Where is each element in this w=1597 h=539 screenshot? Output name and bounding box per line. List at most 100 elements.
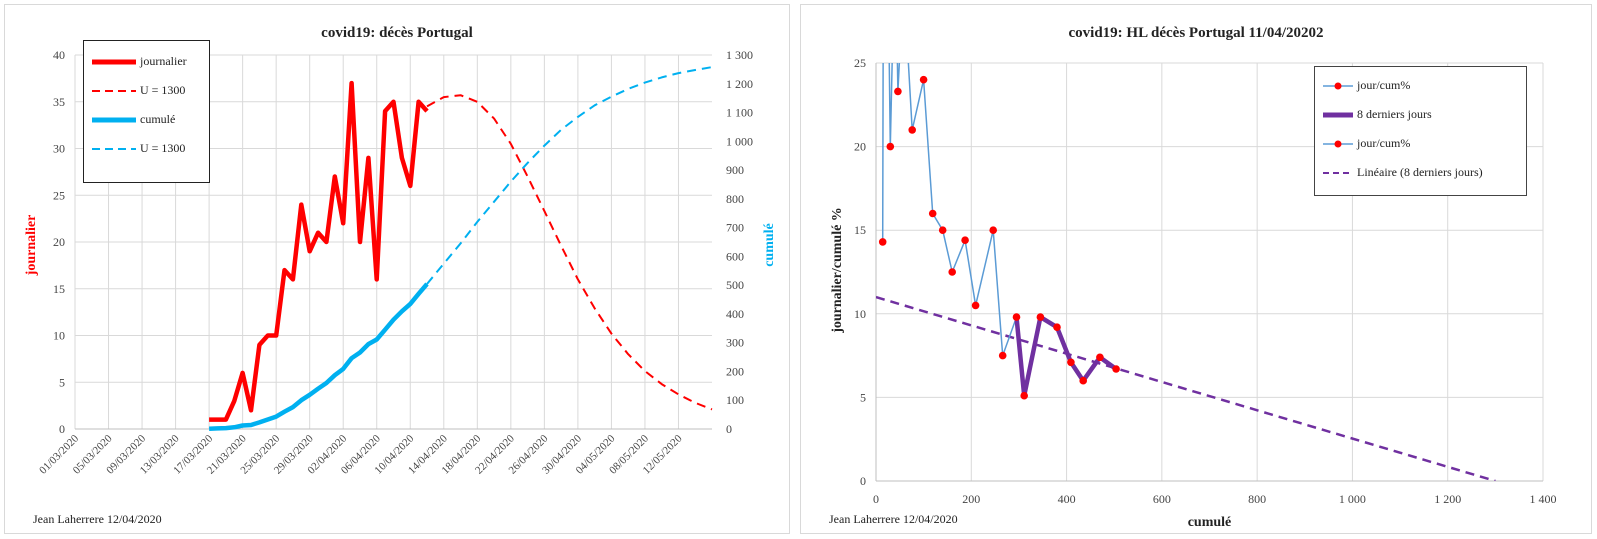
- data-point: [948, 268, 956, 276]
- y2-tick-label: 400: [726, 307, 744, 321]
- data-point: [989, 226, 997, 234]
- data-point: [961, 236, 969, 244]
- x-tick-label: 1 200: [1434, 492, 1461, 506]
- legend-swatch: [92, 147, 136, 150]
- data-point: [1020, 391, 1028, 400]
- chart-panel-daily-deaths: covid19: décès Portugal 0 5 10 15 20 25 30 35 40…: [4, 4, 790, 534]
- y2-tick-label: 300: [726, 336, 744, 350]
- y-tick-label: 25: [53, 188, 65, 202]
- chart-legend: journalier U = 1300 cumulé U = 1300: [83, 40, 210, 183]
- data-point: [908, 126, 916, 134]
- y-tick-label: 10: [854, 307, 866, 321]
- legend-item-forecast-cumule: U = 1300: [84, 134, 209, 163]
- x-tick-label: 600: [1153, 492, 1171, 506]
- x-tick-label: 0: [873, 492, 879, 506]
- legend-item-journalier: journalier: [84, 47, 209, 76]
- legend-item-cumule: cumulé: [84, 105, 209, 134]
- data-point: [1096, 353, 1104, 362]
- data-point: [1012, 313, 1021, 321]
- data-point: [1079, 376, 1087, 385]
- legend-swatch: [92, 117, 136, 122]
- series-line-2: [209, 282, 429, 431]
- y-tick-label: 5: [59, 375, 65, 389]
- chart-canvas: 0 5 10 15 20 25 0 200 400 600 800 1 000 1 200 1 400 jo…: [830, 56, 1557, 530]
- y2-tick-label: 0: [726, 422, 732, 436]
- y-tick-label: 0: [860, 474, 866, 488]
- y-tick-label: 15: [53, 282, 65, 296]
- y2-tick-label: 1 000: [726, 134, 753, 148]
- y-tick-label: 20: [53, 235, 65, 249]
- y2-tick-label: 200: [726, 364, 744, 378]
- y2-tick-label: 800: [726, 192, 744, 206]
- series-line-0: [209, 80, 429, 422]
- data-point: [971, 301, 980, 310]
- legend-item-lineaire: Linéaire (8 derniers jours): [1315, 158, 1526, 187]
- y2-tick-label: 1 100: [726, 106, 753, 120]
- y2-tick-label: 1 200: [726, 77, 753, 91]
- data-point: [1112, 365, 1120, 373]
- data-point: [919, 75, 928, 84]
- x-tick-label: 200: [962, 492, 980, 506]
- y2-tick-label: 500: [726, 278, 744, 292]
- legend-label: 8 derniers jours: [1357, 107, 1432, 121]
- y2-tick-label: 600: [726, 249, 744, 263]
- legend-item-jour-cum-2: jour/cum%: [1315, 129, 1526, 158]
- legend-label: U = 1300: [140, 83, 186, 97]
- legend-label: jour/cum%: [1357, 136, 1411, 150]
- y2-axis-title: cumulé: [762, 223, 777, 267]
- legend-label: U = 1300: [140, 141, 186, 155]
- y-tick-label: 35: [53, 95, 65, 109]
- x-tick-label: 1 000: [1339, 492, 1366, 506]
- author-credit: Jean Laherrere 12/04/2020: [829, 512, 958, 526]
- series-line-jour-cum: [881, 63, 1117, 396]
- y-tick-label: 0: [59, 422, 65, 436]
- legend-swatch: [92, 59, 136, 64]
- y-tick-label: 20: [854, 140, 866, 154]
- data-point: [928, 209, 937, 218]
- x-tick-label: 800: [1248, 492, 1266, 506]
- legend-item-8-derniers-jours: 8 derniers jours: [1315, 100, 1526, 129]
- y-tick-label: 30: [53, 142, 65, 156]
- y-tick-label: 10: [53, 329, 65, 343]
- legend-swatch: [1323, 112, 1353, 117]
- legend-item-jour-cum: jour/cum%: [1315, 71, 1526, 100]
- plot-area: [876, 63, 1496, 481]
- chart-legend: jour/cum% 8 derniers jours jour/cum% Lin…: [1314, 66, 1527, 196]
- legend-swatch: [1323, 140, 1353, 147]
- y-tick-label: 5: [860, 390, 866, 404]
- chart-title: covid19: HL décès Portugal 11/04/20202: [1068, 25, 1324, 41]
- y2-tick-label: 700: [726, 221, 744, 235]
- series-line-1: [426, 94, 713, 411]
- x-tick-label: 1 400: [1530, 492, 1557, 506]
- series-line-8-derniers-jours: [1014, 314, 1118, 398]
- y-tick-label: 15: [854, 223, 866, 237]
- trendline-lineaire: [876, 295, 1496, 481]
- series-line-3: [426, 66, 713, 285]
- y2-tick-label: 100: [726, 393, 744, 407]
- legend-label: jour/cum%: [1357, 78, 1411, 92]
- y-tick-label: 40: [53, 48, 65, 62]
- data-point: [998, 351, 1007, 360]
- legend-label: cumulé: [140, 112, 176, 126]
- legend-label: Linéaire (8 derniers jours): [1357, 165, 1483, 179]
- data-point: [1036, 313, 1045, 321]
- x-axis-title: cumulé: [1188, 515, 1232, 530]
- chart-panel-hubbert-linearization: covid19: HL décès Portugal 11/04/20202 0…: [800, 4, 1592, 534]
- legend-swatch: [1323, 82, 1353, 89]
- x-tick-label: 400: [1058, 492, 1076, 506]
- legend-swatch: [1323, 171, 1353, 174]
- legend-label: journalier: [140, 54, 187, 68]
- data-point: [878, 238, 887, 246]
- y2-tick-label: 900: [726, 163, 744, 177]
- data-point: [886, 142, 895, 151]
- y-tick-label: 25: [854, 56, 866, 70]
- chart-title: covid19: décès Portugal: [321, 25, 473, 41]
- data-point: [894, 87, 902, 96]
- data-point: [1053, 323, 1061, 332]
- y-axis-title: journalier/cumulé %: [830, 207, 845, 334]
- legend-item-forecast-daily: U = 1300: [84, 76, 209, 105]
- chart-canvas: 0510152025303540010020030040050060070080…: [24, 48, 777, 477]
- legend-swatch: [92, 89, 136, 92]
- y2-tick-label: 1 300: [726, 48, 753, 62]
- author-credit: Jean Laherrere 12/04/2020: [33, 512, 162, 526]
